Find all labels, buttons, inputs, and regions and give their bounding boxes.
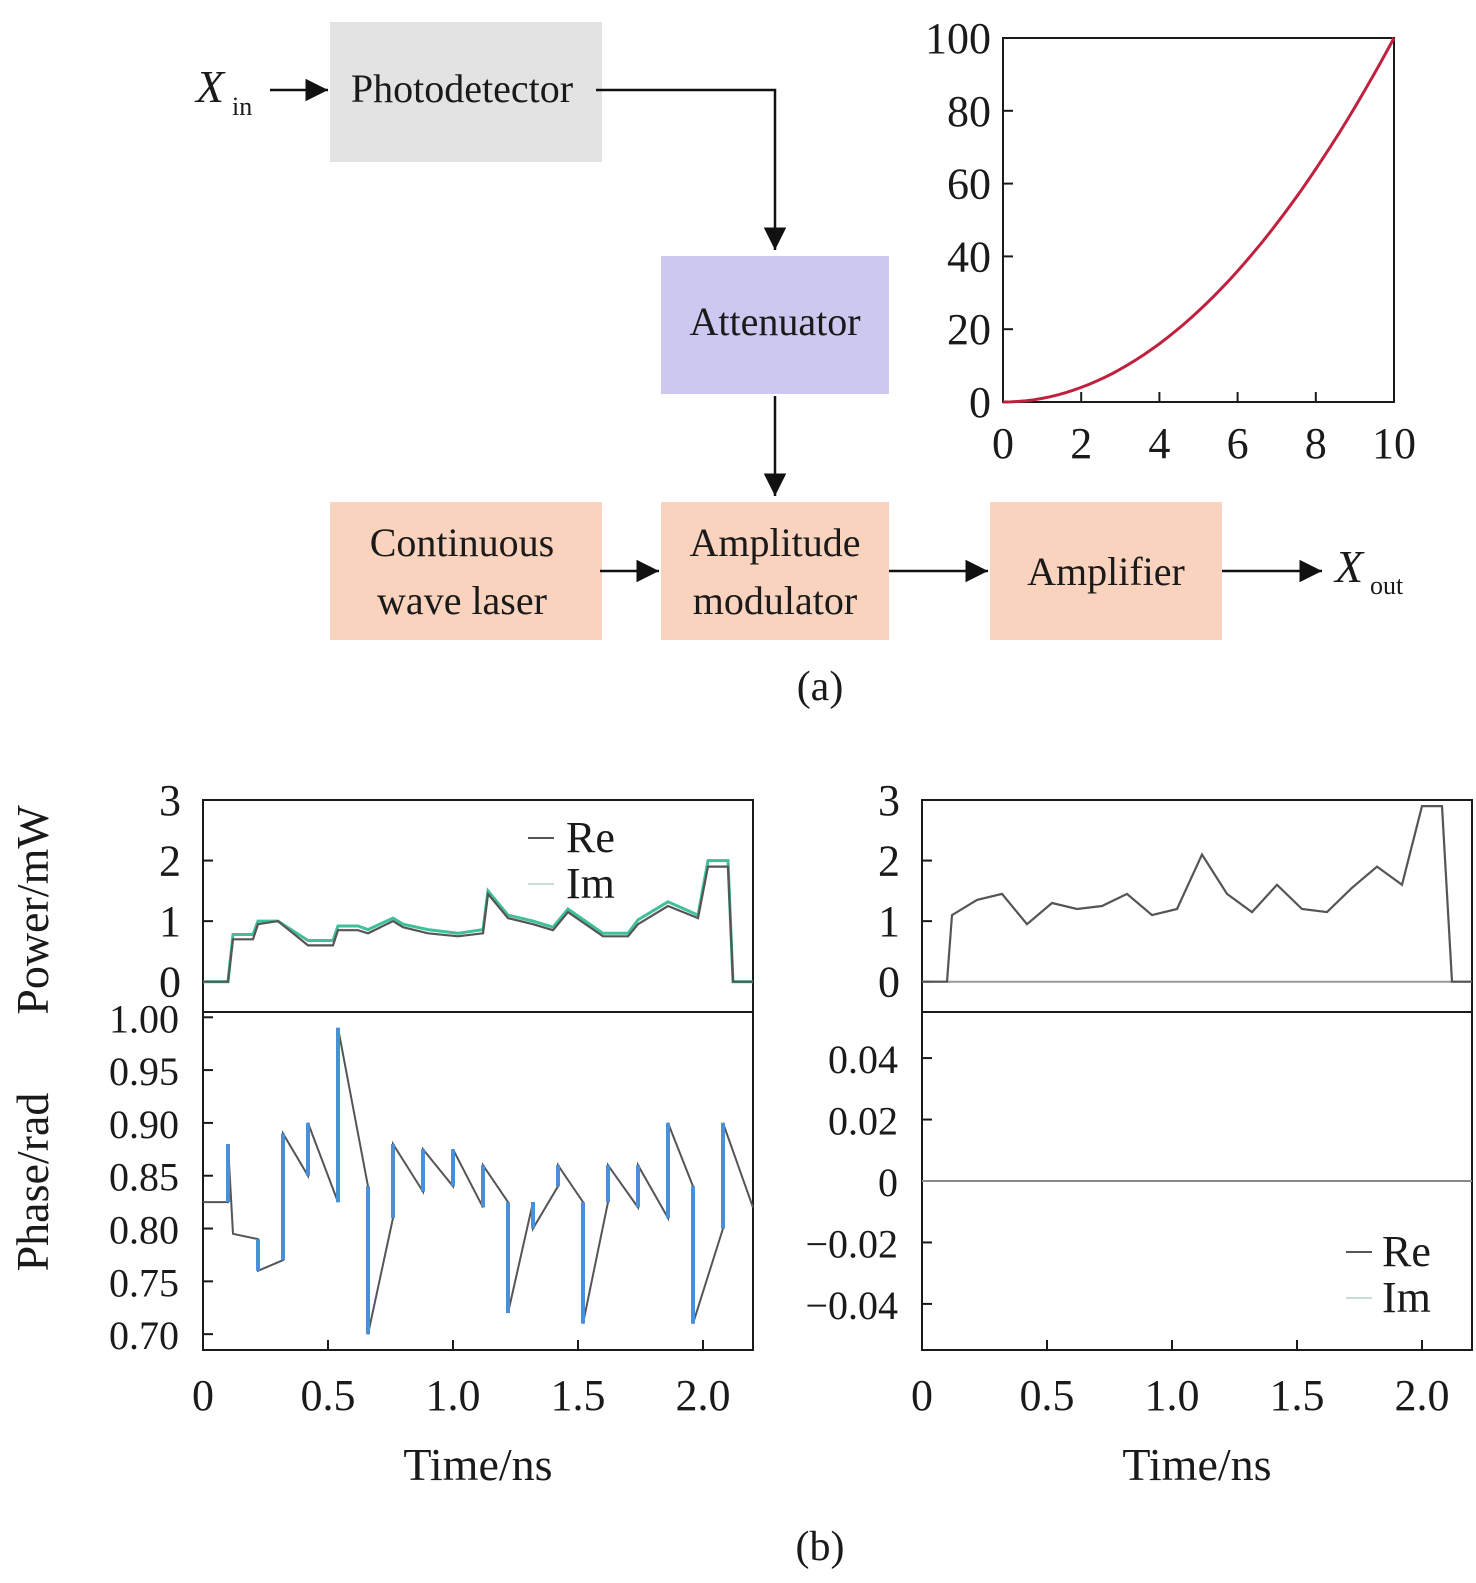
left-phase-frame [202, 1011, 754, 1351]
transfer-xtick-label: 10 [1372, 419, 1416, 468]
right-phase-xtick-label: 2.0 [1395, 1371, 1450, 1420]
left-phase-re-line [203, 1027, 754, 1335]
right-phase-xtick-label: 0.5 [1020, 1371, 1075, 1420]
left-phase-xtick-label: 2.0 [676, 1371, 731, 1420]
right-legend-im-label: Im [1382, 1273, 1431, 1322]
right-phase-xtick-label: 1.5 [1270, 1371, 1325, 1420]
attenuator-label: Attenuator [689, 299, 860, 344]
transfer-ytick-label: 40 [947, 232, 991, 281]
photodetector-block [330, 22, 602, 162]
left-phase-ytick-label: 0.90 [109, 1102, 179, 1147]
laser-label-line2: wave laser [377, 578, 547, 623]
input-subscript: in [232, 92, 252, 121]
transfer-xtick-label: 8 [1305, 419, 1327, 468]
left-phase-ytick-label: 0.80 [109, 1208, 179, 1253]
right-panel: 0 1 2 3 −0.04 −0.02 0 0.02 0.04 0 0.5 1.0 1.5 2.0 Re… [805, 776, 1473, 1490]
right-phase-ytick-label: 0 [878, 1160, 898, 1205]
transfer-ytick-label: 60 [947, 160, 991, 209]
arrow-pd-to-attenuator [596, 88, 787, 250]
laser-label-line1: Continuous [370, 520, 554, 565]
input-label: X [194, 61, 226, 112]
left-legend-re-label: Re [566, 813, 615, 862]
right-xlabel: Time/ns [1122, 1439, 1271, 1490]
output-subscript: out [1370, 571, 1404, 600]
right-power-frame [921, 799, 1473, 1013]
left-power-ylabel: Power/mW [7, 805, 58, 1015]
transfer-xtick-label: 0 [992, 419, 1014, 468]
right-phase-ytick-label: −0.02 [805, 1221, 898, 1266]
right-phase-ytick-label: −0.04 [805, 1283, 898, 1328]
block-diagram: X in Photodetector Attenuator Continuous… [194, 22, 1404, 710]
transfer-ytick-label: 100 [925, 14, 991, 63]
left-xlabel: Time/ns [403, 1439, 552, 1490]
left-power-ytick-label: 3 [159, 776, 181, 825]
transfer-ytick-label: 20 [947, 305, 991, 354]
right-power-ytick-label: 2 [878, 837, 900, 886]
transfer-curve-line [1002, 37, 1396, 404]
left-phase-ylabel: Phase/rad [7, 1093, 58, 1272]
left-phase-ytick-label: 0.75 [109, 1260, 179, 1305]
transfer-ytick-label: 0 [969, 378, 991, 427]
modulator-label-line2: modulator [693, 578, 857, 623]
right-phase-ytick-label: 0.04 [828, 1037, 898, 1082]
caption-b: (b) [796, 1524, 845, 1570]
left-phase-xtick-label: 0 [192, 1371, 214, 1420]
left-phase-im-line [226, 1027, 725, 1335]
attenuator-block [661, 256, 889, 394]
amplifier-block [990, 502, 1222, 640]
left-power-re-line [203, 865, 753, 983]
left-power-im-line [203, 859, 753, 984]
left-phase-xtick-label: 1.5 [551, 1371, 606, 1420]
modulator-block [661, 502, 889, 640]
transfer-plot-frame [1002, 37, 1395, 403]
amplifier-label: Amplifier [1027, 549, 1185, 594]
transfer-ytick-label: 80 [947, 87, 991, 136]
transfer-xtick-label: 2 [1070, 419, 1092, 468]
output-label: X [1333, 541, 1365, 592]
left-phase-xtick-label: 1.0 [426, 1371, 481, 1420]
left-power-ytick-label: 2 [159, 837, 181, 886]
modulator-label-line1: Amplitude [689, 520, 860, 565]
left-phase-ytick-label: 1.00 [109, 996, 179, 1041]
left-phase-ytick-label: 0.70 [109, 1313, 179, 1358]
right-legend-re-label: Re [1382, 1227, 1431, 1276]
left-power-ytick-label: 0 [159, 958, 181, 1007]
left-legend-im-label: Im [566, 859, 615, 908]
photodetector-label: Photodetector [351, 66, 573, 111]
left-phase-xtick-label: 0.5 [301, 1371, 356, 1420]
transfer-xtick-label: 6 [1227, 419, 1249, 468]
right-phase-ytick-label: 0.02 [828, 1099, 898, 1144]
left-phase-ytick-label: 0.85 [109, 1155, 179, 1200]
right-power-ytick-label: 1 [878, 897, 900, 946]
transfer-xtick-label: 4 [1148, 419, 1170, 468]
right-power-ytick-label: 3 [878, 776, 900, 825]
right-power-ytick-label: 0 [878, 958, 900, 1007]
left-phase-ytick-label: 0.95 [109, 1049, 179, 1094]
laser-block [330, 502, 602, 640]
right-phase-xtick-label: 0 [911, 1371, 933, 1420]
caption-a: (a) [797, 664, 844, 710]
right-power-re-line [922, 805, 1472, 983]
right-phase-xtick-label: 1.0 [1145, 1371, 1200, 1420]
transfer-curve-chart: 0 20 40 60 80 100 0 2 4 6 8 10 [925, 14, 1416, 468]
left-power-ytick-label: 1 [159, 897, 181, 946]
